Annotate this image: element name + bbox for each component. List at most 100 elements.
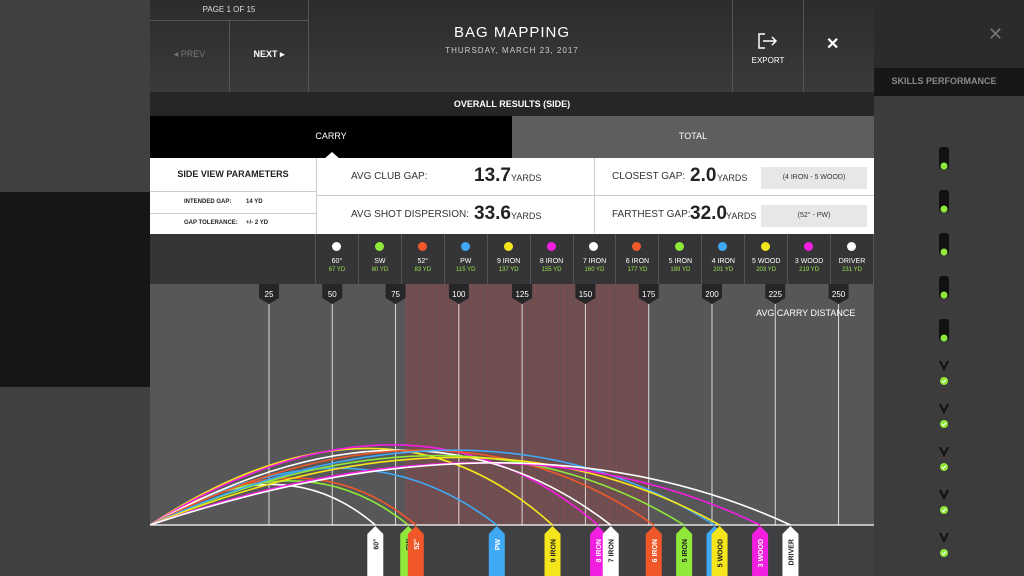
club-color-dot xyxy=(546,242,556,251)
club-distance-tag-label: PW xyxy=(495,539,502,551)
club-distance-tag xyxy=(676,526,693,576)
club-yards: 160 YD xyxy=(584,267,605,273)
farthest-gap-unit: YARDS xyxy=(726,211,757,221)
distance-tick-label: 175 xyxy=(642,290,656,299)
club-name: PW xyxy=(460,258,472,265)
club-distance-tag-label: DRIVER xyxy=(788,539,795,565)
distance-tick-label: 125 xyxy=(515,290,529,299)
club-legend: 60° 67 YD SW 80 YD 52° 83 YD PW 115 YD 9 IRON 137… xyxy=(150,234,874,284)
avg-club-gap-value: 13.7 xyxy=(474,165,511,186)
background-panel-title: SKILLS PERFORMANCE xyxy=(891,76,997,86)
modal-header: PAGE 1 OF 15 ◂ PREV NEXT ▸ BAG MAPPING T… xyxy=(150,0,874,92)
export-button[interactable]: EXPORT xyxy=(732,0,804,92)
club-distance-tag-label: 5 IRON xyxy=(682,539,689,562)
club-yards: 80 YD xyxy=(371,267,389,273)
background-close-icon[interactable]: ✕ xyxy=(988,24,1004,44)
club-yards: 219 YD xyxy=(799,267,820,273)
prev-button[interactable]: ◂ PREV xyxy=(150,20,230,92)
page-title: BAG MAPPING xyxy=(453,24,571,41)
club-distance-tag-label: 9 IRON xyxy=(551,539,558,562)
bag-check-icon xyxy=(939,489,949,514)
shot-trajectory xyxy=(150,456,720,526)
avg-shot-dispersion-unit: YARDS xyxy=(511,211,542,221)
closest-gap: CLOSEST GAP: 2.0 YARDS (4 IRON - 5 WOOD) xyxy=(595,158,874,196)
export-icon xyxy=(758,33,778,49)
club-legend-item: 60° 67 YD xyxy=(316,234,359,284)
distance-tick-marker xyxy=(258,284,279,304)
club-name: 9 IRON xyxy=(496,258,521,265)
avg-shot-dispersion: AVG SHOT DISPERSION: 33.6 YARDS xyxy=(317,196,595,233)
club-yards: 137 YD xyxy=(498,267,519,273)
club-legend-spacer xyxy=(150,234,316,284)
club-distance-tag xyxy=(407,526,424,576)
club-color-dot xyxy=(374,242,384,251)
bag-icon xyxy=(939,147,949,170)
club-distance-tag-label: 60° xyxy=(372,539,380,550)
bag-check-icon xyxy=(939,403,949,428)
side-view-parameters: SIDE VIEW PARAMETERS INTENDED GAP: 14 YD… xyxy=(150,158,317,234)
avg-club-gap-unit: YARDS xyxy=(511,173,542,183)
club-legend-item: SW 80 YD xyxy=(359,234,402,284)
shot-trajectory xyxy=(150,449,715,526)
gap-tolerance-value: +/- 2 YD xyxy=(246,220,269,226)
tab-total[interactable]: TOTAL xyxy=(512,116,874,158)
club-color-dot xyxy=(331,242,341,251)
avg-shot-dispersion-label: AVG SHOT DISPERSION: xyxy=(351,209,469,220)
bag-check-icon xyxy=(939,446,949,471)
distance-tick-marker xyxy=(512,284,533,304)
bag-check-icon xyxy=(939,532,949,557)
club-yards: 67 YD xyxy=(328,267,346,273)
intended-gap-label: INTENDED GAP: xyxy=(184,199,232,205)
gap-highlight xyxy=(524,284,566,525)
club-legend-item: 5 IRON 189 YD xyxy=(659,234,703,284)
shot-trajectory xyxy=(150,454,685,526)
bag-icon xyxy=(939,276,949,299)
club-legend-item: 9 IRON 137 YD xyxy=(488,234,531,284)
background-right-header xyxy=(874,0,1024,68)
club-color-dot xyxy=(632,242,642,251)
parameters-panel: SIDE VIEW PARAMETERS INTENDED GAP: 14 YD… xyxy=(150,158,874,234)
distance-tick-label: 200 xyxy=(705,290,719,299)
bag-icon xyxy=(939,319,949,342)
closest-gap-value: 2.0 xyxy=(690,165,717,186)
club-yards: 155 YD xyxy=(541,267,562,273)
club-distance-tag xyxy=(488,526,505,576)
gap-highlight xyxy=(565,284,611,525)
club-color-dot xyxy=(503,242,513,251)
tab-carry[interactable]: CARRY xyxy=(150,116,512,158)
gap-highlight xyxy=(405,284,449,525)
club-distance-tag xyxy=(711,526,728,576)
club-name: 60° xyxy=(331,258,343,265)
results-title: OVERALL RESULTS (SIDE) xyxy=(150,92,874,116)
closest-gap-clubs: (4 IRON - 5 WOOD) xyxy=(761,167,867,189)
club-name: 4 IRON xyxy=(711,258,735,265)
session-date: THURSDAY, MARCH 23, 2017 xyxy=(445,46,579,55)
club-yards: 189 YD xyxy=(670,267,691,273)
club-name: 52° xyxy=(417,258,429,265)
club-distance-tag xyxy=(645,526,662,576)
next-button[interactable]: NEXT ▸ xyxy=(230,20,309,92)
club-distance-tag-label: 7 IRON xyxy=(609,539,616,562)
club-legend-item: PW 115 YD xyxy=(445,234,488,284)
bag-check-icon xyxy=(939,360,949,385)
club-legend-item: 4 IRON 201 YD xyxy=(702,234,746,284)
avg-shot-dispersion-value: 33.6 xyxy=(474,203,511,224)
club-legend-item: DRIVER 231 YD xyxy=(831,234,874,284)
close-icon[interactable]: ✕ xyxy=(826,36,840,53)
shot-trajectory xyxy=(150,447,554,526)
distance-tick-label: 250 xyxy=(832,290,846,299)
distance-tick-marker xyxy=(765,284,786,304)
club-legend-item: 7 IRON 160 YD xyxy=(574,234,617,284)
distance-tick-marker xyxy=(638,284,659,304)
farthest-gap-value: 32.0 xyxy=(690,203,727,224)
club-name: 5 WOOD xyxy=(751,258,781,265)
shot-trajectory xyxy=(150,444,599,526)
club-name: DRIVER xyxy=(838,258,866,265)
club-legend-item: 3 WOOD 219 YD xyxy=(788,234,832,284)
bag-icon xyxy=(939,233,949,256)
farthest-gap: FARTHEST GAP: 32.0 YARDS (52° - PW) xyxy=(595,196,874,233)
gap-highlight xyxy=(448,284,482,525)
club-distance-tag-label: 6 IRON xyxy=(652,539,659,562)
bag-icon xyxy=(939,190,949,213)
